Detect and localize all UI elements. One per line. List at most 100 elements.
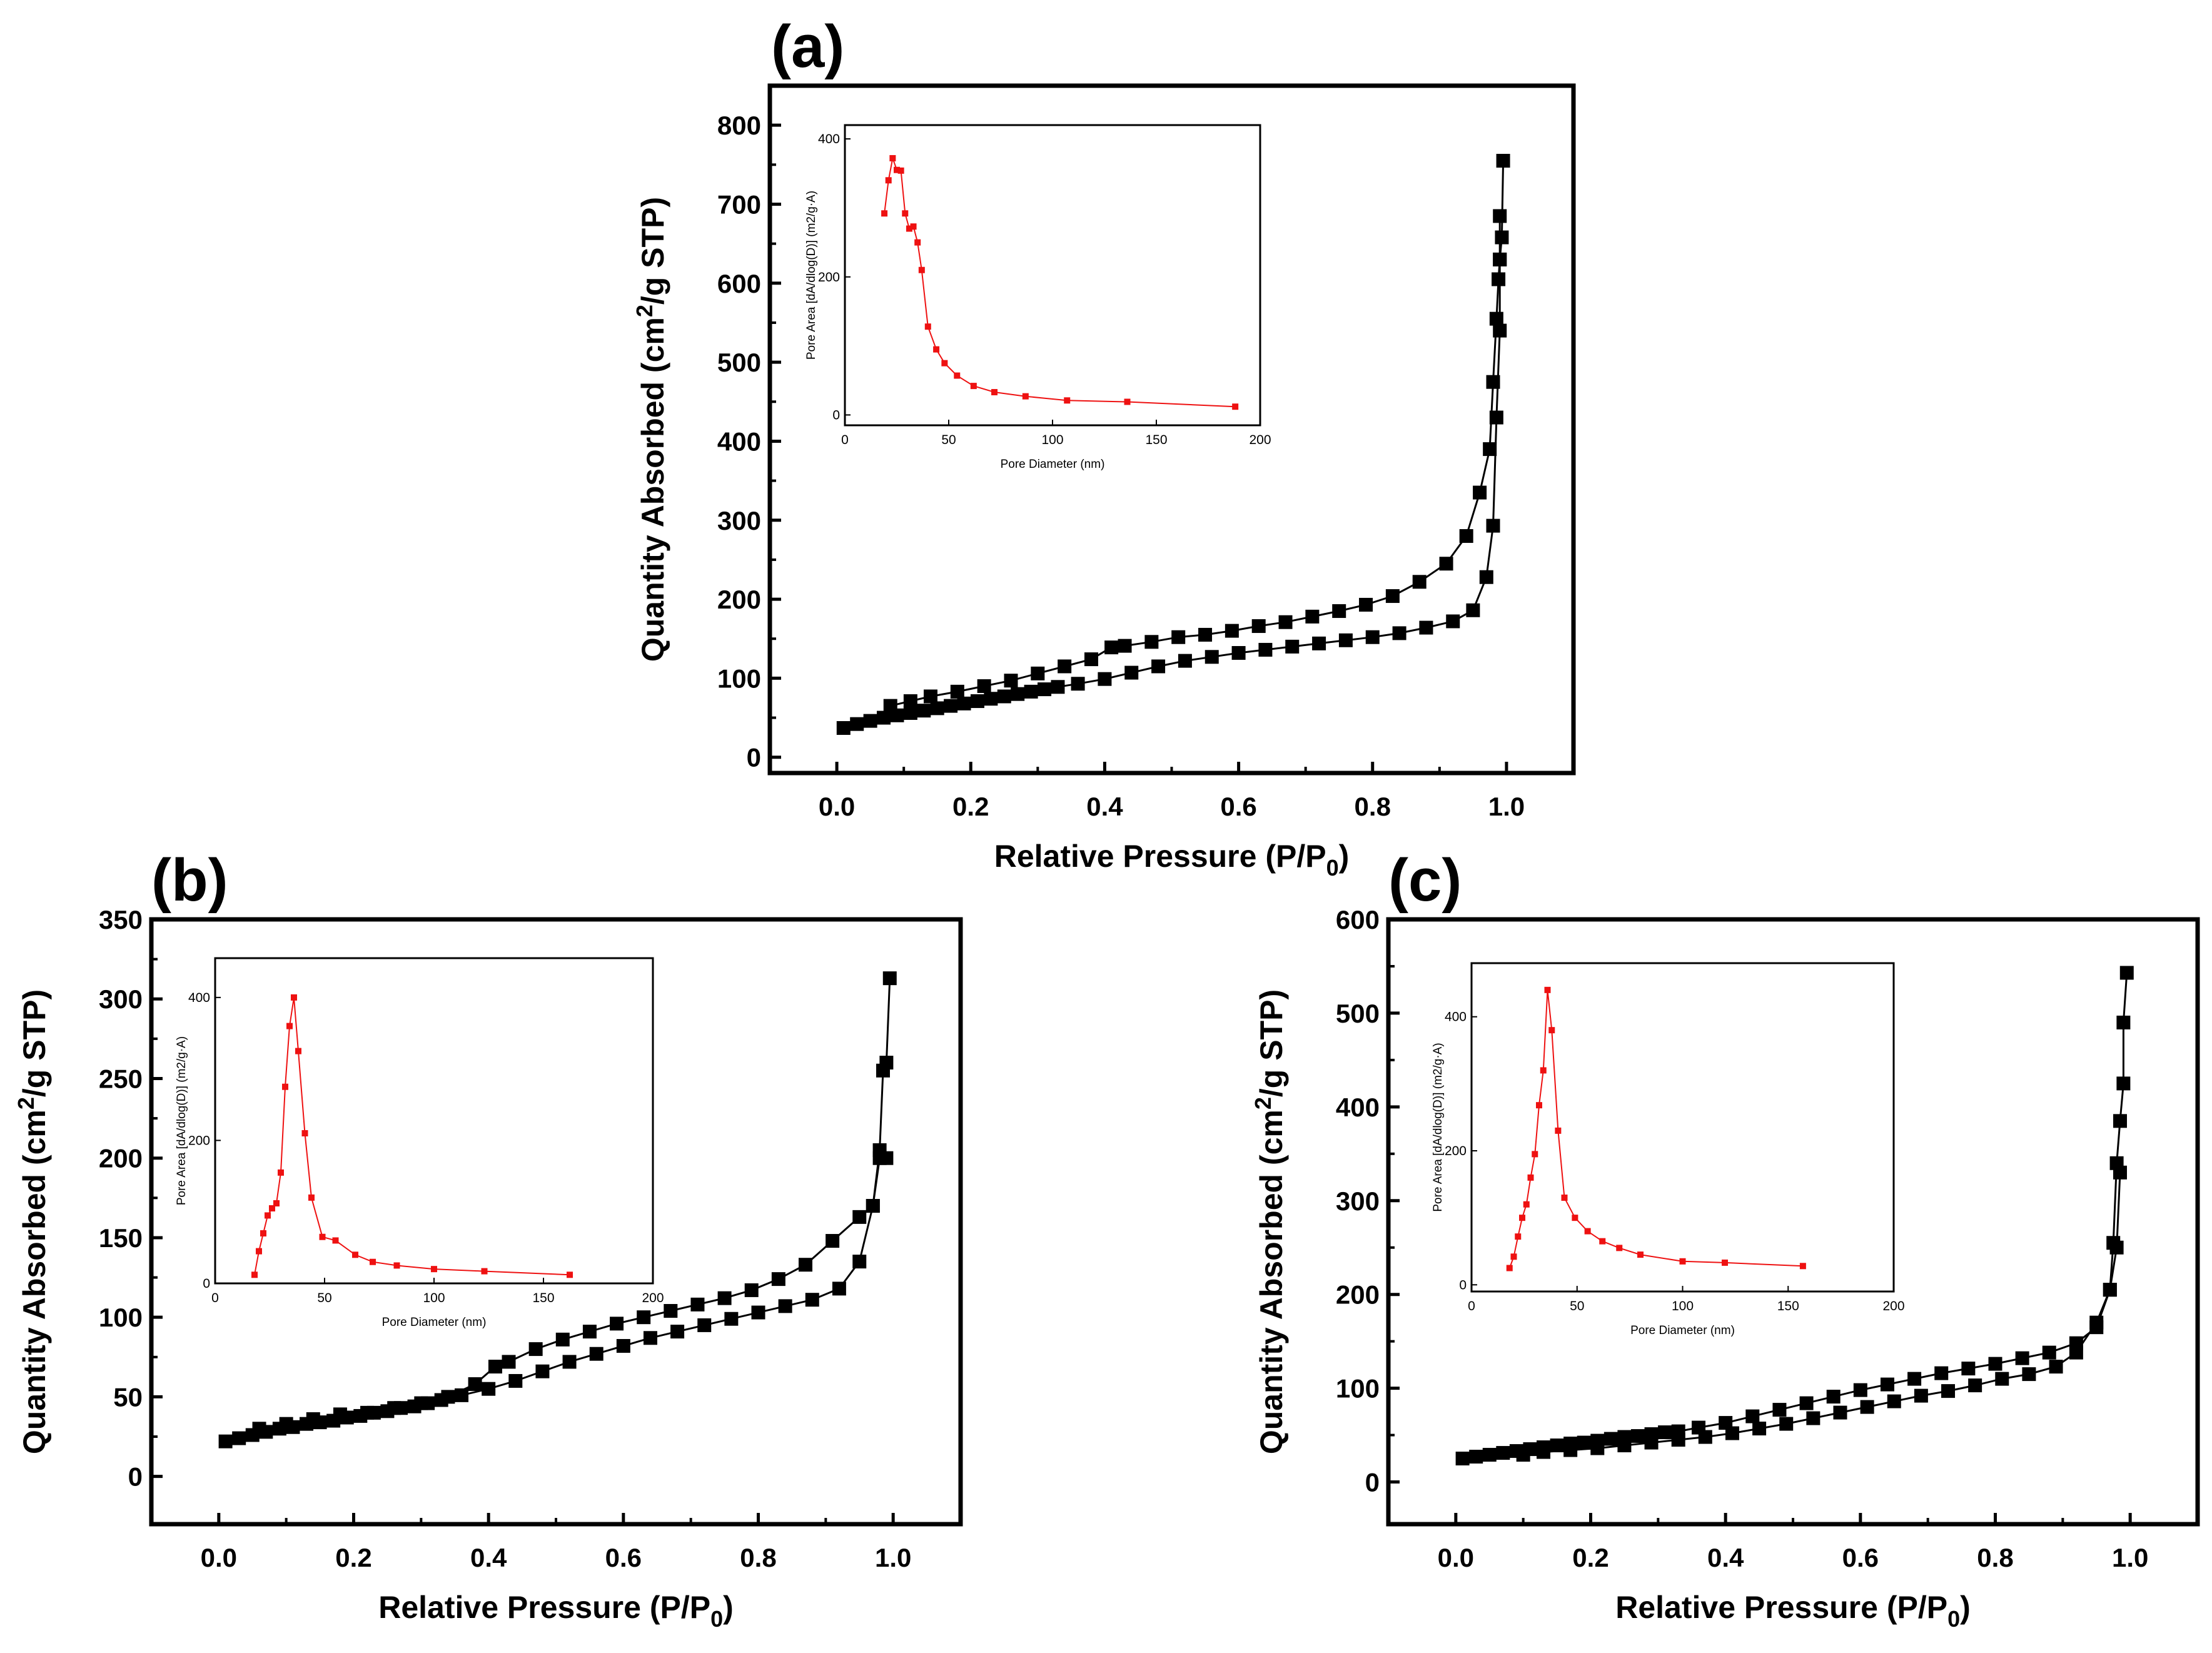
data-point-desorption [1860, 1400, 1874, 1414]
series-desorption [883, 154, 1510, 713]
data-point-desorption [1278, 615, 1293, 629]
data-point-desorption [866, 1199, 880, 1213]
inset-x-tick-label: 0 [1468, 1299, 1475, 1313]
inset-y-tick-label: 200 [818, 270, 840, 285]
data-point-adsorption [697, 1318, 712, 1332]
data-point-desorption [664, 1304, 678, 1318]
data-point-adsorption [850, 717, 864, 731]
inset-y-tick-label: 400 [818, 132, 840, 146]
x-tick-label: 0.0 [1438, 1543, 1474, 1572]
data-point-desorption [717, 1291, 732, 1305]
data-point-desorption [690, 1297, 705, 1312]
inset-y-tick-label: 0 [203, 1276, 210, 1291]
data-point-adsorption [1486, 518, 1500, 533]
data-point-adsorption [218, 1434, 233, 1448]
data-point-desorption [1084, 652, 1098, 667]
data-point-desorption [2103, 1283, 2117, 1297]
data-point-adsorption [1479, 570, 1493, 584]
y-tick-label: 0 [747, 743, 761, 772]
panel-letter: (c) [1388, 847, 1462, 914]
inset-x-tick-label: 150 [532, 1291, 554, 1305]
data-point-adsorption [805, 1293, 819, 1307]
data-point-desorption [1412, 575, 1427, 589]
data-point-desorption [744, 1283, 759, 1297]
data-point-adsorption [984, 692, 998, 706]
x-tick-label: 0.2 [335, 1543, 371, 1572]
data-point-desorption [1473, 485, 1487, 500]
y-tick-label: 500 [717, 348, 761, 377]
inset-data-point [889, 154, 896, 161]
data-point-adsorption [1469, 1450, 1483, 1464]
inset-data-point [269, 1205, 275, 1211]
data-point-desorption [1779, 1417, 1794, 1431]
data-point-desorption [883, 699, 897, 713]
data-point-desorption [1887, 1394, 1901, 1408]
data-point-desorption [1968, 1378, 1982, 1393]
inset-data-point [332, 1237, 339, 1244]
data-point-adsorption [1455, 1452, 1470, 1466]
inset-chart: 0 50 100 150 200 0 200 400 Pore Diameter (nm) Por… [175, 957, 664, 1329]
series-desorption [1516, 966, 2134, 1462]
data-point-adsorption [1258, 642, 1273, 657]
data-point-desorption [637, 1310, 651, 1325]
data-point-desorption [2069, 1345, 2083, 1360]
inset-x-tick-label: 50 [317, 1291, 331, 1305]
inset-data-point [885, 177, 892, 184]
data-point-adsorption [562, 1355, 577, 1369]
x-axis-label: Relative Pressure (P/P0) [378, 1590, 734, 1632]
inset-x-axis-label: Pore Diameter (nm) [382, 1316, 487, 1329]
data-point-desorption [1486, 375, 1500, 389]
inset-data-point [352, 1251, 358, 1258]
data-point-adsorption [852, 1255, 867, 1269]
data-point-adsorption [1493, 209, 1507, 223]
inset-x-axis-label: Pore Diameter (nm) [1001, 458, 1105, 471]
inset-x-tick-label: 50 [941, 433, 956, 447]
y-axis-label: Quantity Absorbed (cm2/g STP) [13, 989, 52, 1454]
data-point-adsorption [997, 689, 1011, 704]
data-point-desorption [2022, 1367, 2036, 1382]
inset-data-point [970, 383, 977, 390]
inset-y-tick-label: 400 [1445, 1010, 1467, 1024]
data-point-desorption [977, 679, 991, 694]
inset-data-point [256, 1248, 262, 1255]
inset-data-point [1799, 1263, 1806, 1270]
data-point-adsorption [917, 704, 931, 718]
inset-y-axis-label: Pore Area [dA/dlog(D)] (m2/g·A) [1432, 1043, 1445, 1211]
x-tick-label: 0.8 [1355, 792, 1391, 821]
data-point-desorption [2116, 1015, 2131, 1029]
data-point-adsorption [1392, 626, 1406, 640]
data-point-desorption [2089, 1315, 2104, 1330]
inset-data-point [286, 1023, 293, 1029]
data-point-adsorption [1071, 677, 1085, 691]
y-tick-label: 600 [717, 269, 761, 298]
data-point-adsorption [863, 714, 877, 728]
x-tick-label: 0.6 [1842, 1543, 1879, 1572]
y-axis-label: Quantity Absorbed (cm2/g STP) [1250, 989, 1289, 1454]
data-point-adsorption [1151, 659, 1166, 674]
data-point-adsorption [616, 1338, 630, 1353]
data-point-adsorption [1312, 636, 1326, 650]
data-point-adsorption [877, 710, 891, 725]
data-point-desorption [582, 1325, 597, 1339]
data-point-adsorption [1098, 672, 1112, 686]
inset-data-point [902, 210, 909, 217]
inset-data-point [1555, 1127, 1562, 1134]
data-point-desorption [468, 1377, 482, 1392]
data-point-desorption [1563, 1443, 1578, 1457]
inset-data-point [1232, 403, 1239, 410]
data-point-desorption [826, 1234, 840, 1248]
inset-data-point [1536, 1102, 1542, 1109]
y-tick-label: 200 [1336, 1280, 1380, 1310]
data-point-desorption [1516, 1448, 1530, 1462]
inset-data-point [918, 266, 925, 273]
data-point-adsorption [1024, 684, 1038, 699]
data-point-adsorption [589, 1347, 604, 1361]
data-point-desorption [1058, 659, 1072, 674]
y-tick-label: 0 [128, 1462, 143, 1492]
data-point-desorption [1104, 640, 1119, 655]
data-point-desorption [610, 1317, 624, 1331]
data-point-adsorption [2015, 1351, 2029, 1365]
y-tick-label: 400 [1336, 1093, 1380, 1122]
y-tick-label: 150 [99, 1223, 143, 1253]
